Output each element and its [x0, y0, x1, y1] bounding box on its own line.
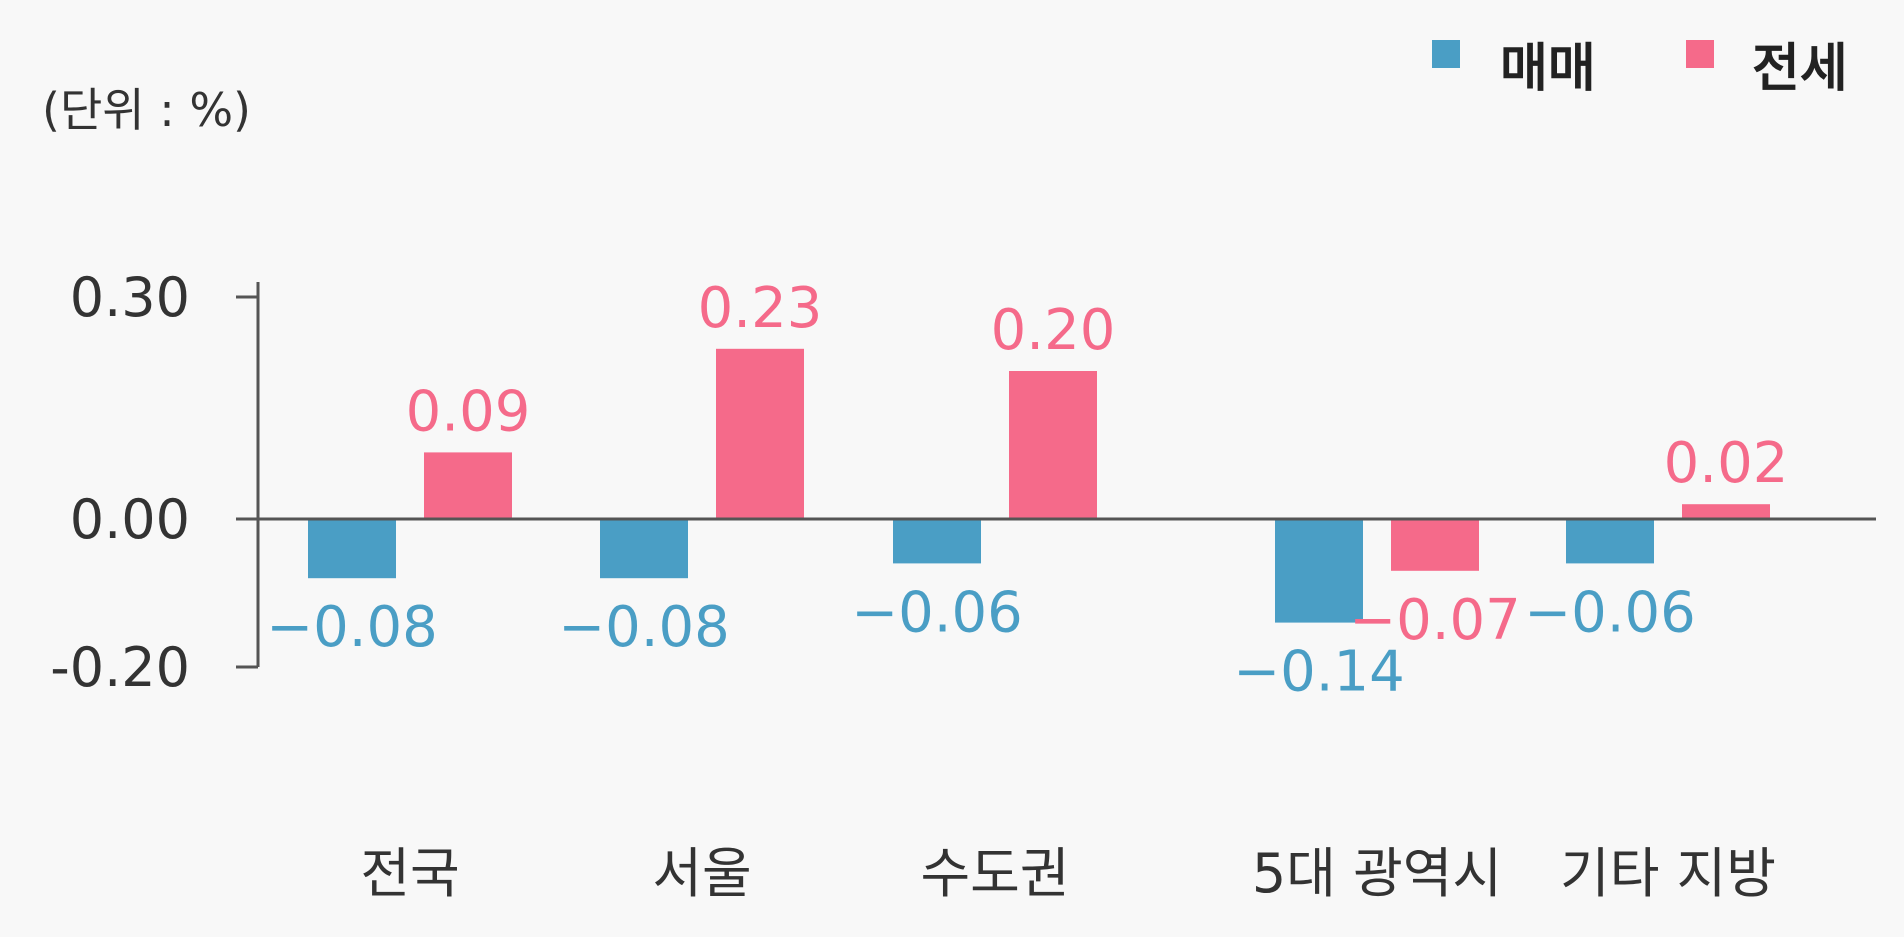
data-label: −0.06: [1524, 580, 1696, 645]
unit-label: (단위 : %): [42, 83, 251, 137]
bar-jeonse: [1009, 371, 1097, 519]
category-label: 기타 지방: [1560, 842, 1776, 905]
data-label: −0.07: [1349, 588, 1521, 653]
category-label: 전국: [360, 842, 459, 905]
bar-jeonse: [716, 348, 804, 519]
legend-swatch: [1686, 40, 1714, 68]
data-label: −0.08: [558, 595, 730, 660]
data-label: 0.20: [991, 298, 1116, 363]
category-label: 5대 광역시: [1252, 842, 1502, 905]
bar-jeonse: [1391, 519, 1479, 571]
bar-sale: [308, 519, 396, 579]
data-label: 0.09: [406, 379, 531, 444]
bar-jeonse: [1682, 504, 1770, 519]
category-label: 수도권: [920, 842, 1069, 905]
y-tick-label: -0.20: [50, 636, 190, 699]
category-label: 서울: [652, 842, 751, 905]
bar-sale: [600, 519, 688, 579]
data-label: −0.08: [266, 595, 438, 660]
legend-label: 매매: [1500, 39, 1596, 99]
bar-sale: [893, 519, 981, 564]
data-label: −0.06: [851, 580, 1023, 645]
y-tick-label: 0.00: [70, 488, 190, 551]
bar-sale: [1566, 519, 1654, 564]
data-label: −0.14: [1233, 640, 1405, 705]
data-label: 0.23: [698, 276, 823, 341]
data-label: 0.02: [1664, 431, 1789, 496]
legend-label: 전세: [1752, 39, 1848, 99]
bar-sale: [1275, 519, 1363, 623]
y-tick-label: 0.30: [70, 266, 190, 329]
legend-swatch: [1432, 40, 1460, 68]
bar-jeonse: [424, 452, 512, 519]
